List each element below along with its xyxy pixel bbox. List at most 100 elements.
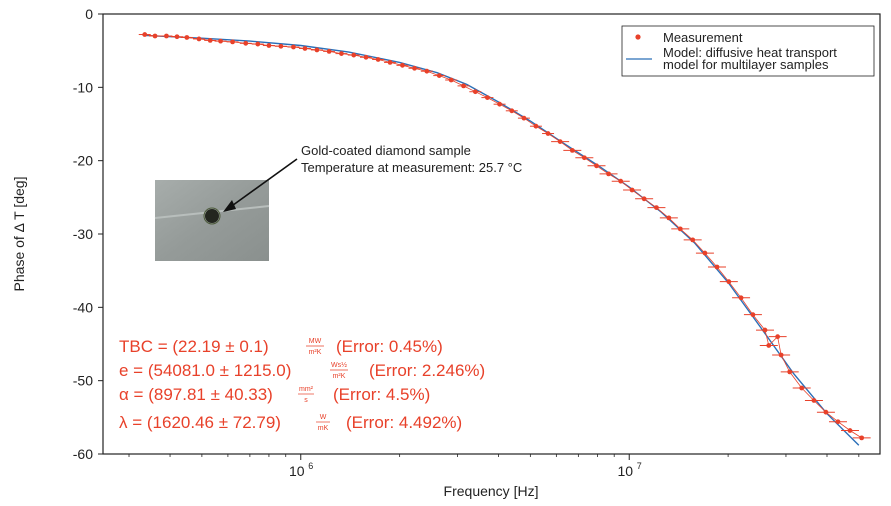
measurement-point [375,57,381,62]
measurement-point [762,327,768,333]
measurement-point [594,163,599,169]
measurement-point [484,95,490,100]
measurement-point [811,398,817,403]
result-alpha-unit-num: mm² [299,386,314,393]
y-tick-label: -20 [73,153,93,169]
measurement-point [255,41,261,47]
measurement-point [497,101,502,107]
result-tbc-unit-den: m²K [309,349,322,356]
measurement-point [618,178,624,184]
measurement-point [641,196,647,202]
measurement-point [714,264,720,270]
measurement-point [152,33,158,39]
measurement-point [859,435,865,441]
measurement-point [766,343,772,348]
sample-photo-hole-ring [203,207,221,225]
measurement-point [750,312,756,318]
measurement-point [835,419,841,425]
y-tick-label: -60 [73,446,93,462]
measurement-point [521,115,527,121]
measurement-point [314,47,320,53]
measurement-point [666,215,672,221]
measurement-point [799,385,805,391]
measurement-point [196,36,202,42]
x-axis-ticks: 10 6 10 7 [128,454,860,479]
y-tick-label: -10 [73,79,93,95]
measurement-point [629,187,635,193]
x-tick-exponent: 6 [308,461,313,471]
measurement-point [339,51,344,56]
measurement-point [278,43,284,49]
measurement-point [387,60,393,65]
measurement-point [726,279,732,285]
measurement-point [787,369,793,375]
measurement-point [847,428,853,433]
legend-measurement-marker [635,34,641,40]
measurement-point [823,409,829,415]
measurement-point [174,34,180,40]
measurement-point [472,89,478,95]
measurement-point [778,352,784,358]
y-tick-label: -30 [73,226,93,242]
y-tick-label: -40 [73,299,93,315]
annotation-line-2: Temperature at measurement: 25.7 °C [301,160,522,175]
result-lambda: λ = (1620.46 ± 72.79) [119,413,281,432]
result-e-error: (Error: 2.246%) [369,361,485,380]
measurement-point [243,40,249,46]
measurement-point [266,43,272,48]
measurement-point [448,77,454,83]
result-alpha-error: (Error: 4.5%) [333,385,430,404]
measurement-point [509,108,515,114]
x-axis-label: Frequency [Hz] [444,483,539,499]
measurement-point [302,46,308,51]
legend-model-label-line2: model for multilayer samples [663,57,829,72]
measurement-point [184,35,190,40]
measurement-point [412,65,417,71]
measurement-point [606,171,611,177]
measurement-point [690,237,696,243]
result-lambda-unit-num: W [320,414,327,421]
result-tbc-error: (Error: 0.45%) [336,337,443,356]
measurement-point [677,226,683,232]
fit-results: TBC = (22.19 ± 0.1) MW m²K (Error: 0.45%… [119,337,485,432]
result-alpha-unit-den: s [304,397,308,404]
result-e-unit-den: m²K [333,373,346,380]
x-tick-label: 10 [617,463,633,479]
measurement-point [164,33,169,39]
sample-annotation: Gold-coated diamond sample Temperature a… [223,143,522,212]
result-tbc: TBC = (22.19 ± 0.1) [119,337,269,356]
annotation-arrow-line [228,158,298,209]
measurement-point [326,49,332,54]
measurement-point [351,52,357,58]
annotation-arrowhead [223,200,236,212]
measurement-point [533,123,539,129]
annotation-line-1: Gold-coated diamond sample [301,143,471,158]
measurement-point [654,205,659,211]
result-lambda-unit-den: mK [318,425,329,432]
measurement-point [569,148,575,153]
measurement-point [291,44,296,50]
measurement-point [775,334,781,340]
measurement-point [581,155,587,161]
measurement-series [138,32,871,441]
legend: Measurement Model: diffusive heat transp… [621,25,875,77]
measurement-point [230,39,235,45]
result-lambda-error: (Error: 4.492%) [346,413,462,432]
measurement-point [557,139,563,145]
measurement-point [218,38,223,44]
legend-measurement-label: Measurement [663,30,743,45]
measurement-point [702,250,708,256]
measurement-point [424,68,430,74]
legend-box [621,25,875,77]
measurement-point [363,54,369,60]
measurement-point [207,38,213,43]
measurement-point [461,83,466,89]
measurement-point [738,295,744,301]
y-tick-label: 0 [85,6,93,22]
measurement-point [400,62,405,68]
y-axis-ticks: 0 -10 -20 -30 -40 -50 -60 [73,6,103,462]
y-tick-label: -50 [73,373,93,389]
x-tick-exponent: 7 [637,461,642,471]
result-tbc-unit-num: MW [309,338,322,345]
